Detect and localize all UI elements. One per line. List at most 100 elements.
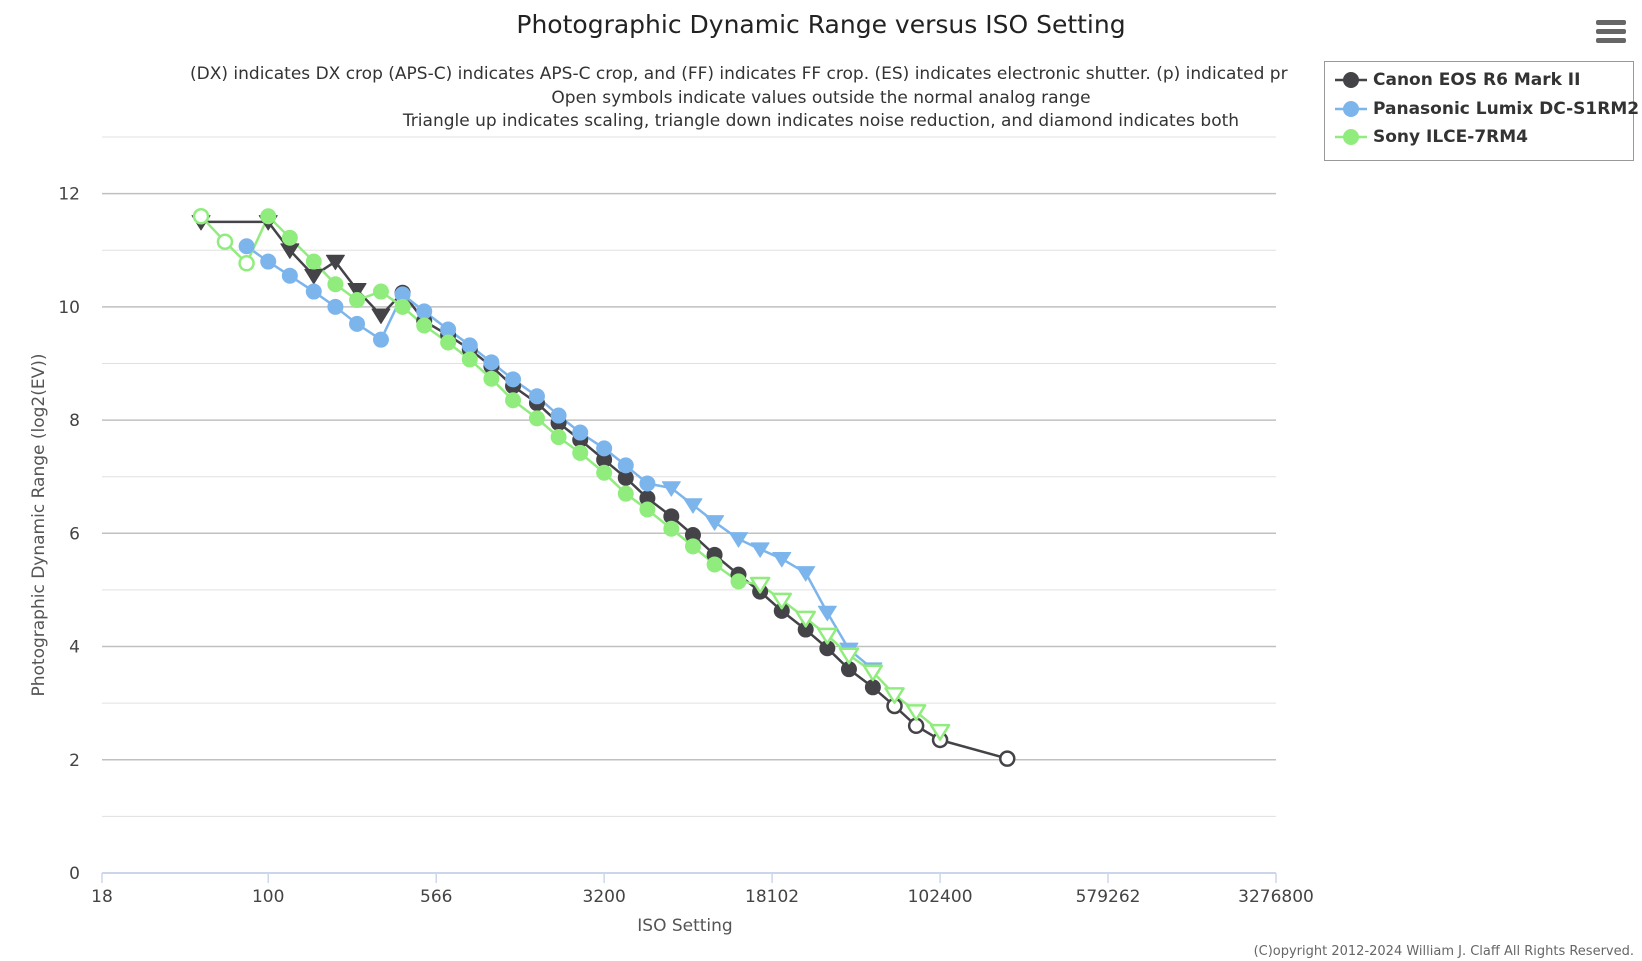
data-point-sony	[862, 664, 884, 682]
data-point-sony	[349, 292, 366, 309]
data-point-sony	[596, 464, 613, 481]
chart-title: Photographic Dynamic Range versus ISO Se…	[516, 10, 1126, 39]
x-tick-label: 102400	[908, 887, 973, 907]
data-point-panasonic	[483, 354, 500, 371]
data-point-sony	[663, 520, 680, 537]
data-point-canon	[663, 508, 680, 525]
menu-bar	[1596, 20, 1626, 25]
data-point-sony	[440, 334, 457, 351]
data-point-sony	[372, 283, 389, 300]
data-point-panasonic	[817, 605, 837, 622]
data-point-canon	[617, 469, 634, 486]
y-tick-label: 8	[69, 411, 80, 431]
data-point-panasonic	[683, 498, 703, 514]
y-tick-label: 0	[69, 864, 80, 884]
data-point-canon	[684, 527, 701, 544]
data-point-sony	[461, 351, 478, 368]
data-point-canon	[840, 661, 857, 678]
data-point-panasonic	[617, 457, 634, 474]
data-point-canon	[819, 640, 836, 657]
data-point-panasonic	[772, 551, 792, 568]
data-point-sony	[216, 233, 234, 250]
y-tick-label: 2	[69, 751, 80, 771]
data-point-canon	[596, 451, 613, 468]
data-point-sony	[838, 647, 860, 665]
series-line-canon	[201, 220, 1008, 760]
subtitle-line-2: Open symbols indicate values outside the…	[551, 88, 1091, 108]
data-point-sony	[327, 276, 344, 293]
data-point-canon	[371, 308, 391, 324]
data-point-sony	[505, 392, 522, 409]
data-point-panasonic	[750, 542, 770, 558]
data-point-sony	[905, 704, 927, 721]
legend-marker-panasonic	[1335, 101, 1367, 117]
data-point-panasonic	[349, 315, 366, 332]
x-tick-label: 18	[91, 887, 113, 907]
legend-label: Canon EOS R6 Mark II	[1373, 70, 1581, 90]
y-axis-title: Photographic Dynamic Range (log2(EV))	[29, 353, 49, 696]
legend-item-panasonic[interactable]: Panasonic Lumix DC-S1RM2	[1335, 96, 1639, 122]
data-point-sony	[684, 538, 701, 555]
data-point-panasonic	[416, 303, 433, 320]
data-point-panasonic	[528, 388, 545, 405]
legend-label: Sony ILCE-7RM4	[1373, 127, 1528, 147]
data-point-panasonic	[729, 532, 749, 548]
x-tick-label: 18102	[745, 887, 799, 907]
x-tick-label: 3276800	[1238, 887, 1314, 907]
data-point-panasonic	[238, 238, 255, 255]
data-point-canon	[304, 268, 324, 285]
data-point-canon	[347, 283, 367, 299]
data-point-sony	[394, 298, 411, 315]
data-point-panasonic	[596, 440, 613, 457]
y-tick-label: 10	[58, 298, 80, 318]
y-tick-label: 6	[69, 524, 80, 544]
data-point-sony	[639, 501, 656, 518]
legend-marker-canon	[1335, 72, 1367, 88]
data-point-canon	[999, 750, 1016, 767]
data-point-sony	[238, 255, 255, 272]
legend-label: Panasonic Lumix DC-S1RM2	[1373, 99, 1640, 119]
series-line-sony	[200, 215, 941, 733]
data-point-sony	[528, 410, 545, 427]
copyright-notice: (C)opyright 2012-2024 William J. Claff A…	[1253, 944, 1634, 959]
data-point-panasonic	[461, 337, 478, 354]
data-point-sony	[572, 444, 589, 461]
data-point-panasonic	[550, 407, 567, 424]
data-point-panasonic	[394, 286, 411, 303]
data-point-sony	[884, 687, 905, 705]
y-tick-label: 12	[58, 185, 80, 205]
data-point-panasonic	[639, 475, 656, 492]
data-point-sony	[550, 429, 567, 446]
legend-marker-sony	[1335, 129, 1367, 145]
y-tick-label: 4	[69, 638, 80, 658]
data-point-canon	[864, 679, 881, 696]
data-point-sony	[416, 317, 433, 334]
hamburger-menu-icon[interactable]	[1596, 20, 1626, 46]
data-point-panasonic	[705, 515, 725, 531]
data-point-canon	[797, 621, 814, 638]
menu-bar	[1596, 38, 1626, 43]
data-point-panasonic	[327, 298, 344, 315]
data-point-panasonic	[260, 253, 277, 270]
data-point-panasonic	[796, 566, 816, 582]
data-point-panasonic	[372, 331, 389, 348]
x-tick-label: 100	[252, 887, 284, 907]
data-point-sony	[483, 370, 500, 387]
data-point-panasonic	[572, 424, 589, 441]
data-point-sony	[730, 573, 747, 590]
data-point-sony	[617, 485, 634, 502]
x-tick-label: 579262	[1076, 887, 1141, 907]
legend-item-canon[interactable]: Canon EOS R6 Mark II	[1335, 67, 1580, 93]
data-point-canon	[773, 602, 790, 619]
data-point-sony	[305, 253, 322, 270]
x-tick-label: 3200	[583, 887, 626, 907]
data-point-panasonic	[440, 321, 457, 338]
data-point-sony	[281, 229, 298, 246]
subtitle-line-3: Triangle up indicates scaling, triangle …	[402, 111, 1240, 131]
data-point-panasonic	[281, 267, 298, 284]
legend-item-sony[interactable]: Sony ILCE-7RM4	[1335, 124, 1528, 150]
data-point-sony	[706, 556, 723, 573]
data-point-sony	[795, 610, 816, 628]
x-tick-label: 566	[420, 887, 452, 907]
